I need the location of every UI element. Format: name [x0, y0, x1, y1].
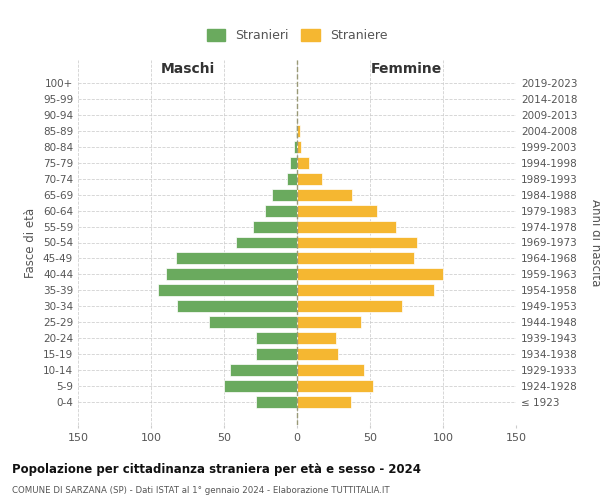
Bar — [265, 204, 297, 216]
Bar — [253, 220, 297, 232]
Bar — [287, 172, 297, 184]
Bar — [224, 380, 297, 392]
Bar — [297, 172, 322, 184]
Text: COMUNE DI SARZANA (SP) - Dati ISTAT al 1° gennaio 2024 - Elaborazione TUTTITALIA: COMUNE DI SARZANA (SP) - Dati ISTAT al 1… — [12, 486, 389, 495]
Bar — [296, 124, 297, 136]
Bar — [166, 268, 297, 280]
Bar — [297, 380, 373, 392]
Y-axis label: Anni di nascita: Anni di nascita — [589, 199, 600, 286]
Bar — [256, 396, 297, 408]
Bar — [297, 364, 364, 376]
Bar — [297, 268, 443, 280]
Legend: Stranieri, Straniere: Stranieri, Straniere — [202, 24, 392, 48]
Text: Maschi: Maschi — [160, 62, 215, 76]
Bar — [297, 252, 414, 264]
Bar — [256, 348, 297, 360]
Bar — [297, 204, 377, 216]
Bar — [236, 236, 297, 248]
Bar — [209, 316, 297, 328]
Bar — [297, 396, 351, 408]
Bar — [230, 364, 297, 376]
Bar — [176, 252, 297, 264]
Bar — [256, 332, 297, 344]
Bar — [158, 284, 297, 296]
Bar — [297, 348, 338, 360]
Text: Femmine: Femmine — [371, 62, 442, 76]
Bar — [297, 220, 396, 232]
Bar — [297, 156, 308, 168]
Bar — [297, 300, 402, 312]
Bar — [297, 236, 417, 248]
Bar — [297, 316, 361, 328]
Bar — [297, 284, 434, 296]
Bar — [290, 156, 297, 168]
Bar — [177, 300, 297, 312]
Bar — [297, 332, 337, 344]
Bar — [294, 140, 297, 152]
Bar — [297, 124, 300, 136]
Bar — [272, 188, 297, 200]
Bar — [297, 140, 301, 152]
Y-axis label: Fasce di età: Fasce di età — [25, 208, 37, 278]
Text: Popolazione per cittadinanza straniera per età e sesso - 2024: Popolazione per cittadinanza straniera p… — [12, 462, 421, 475]
Bar — [297, 188, 352, 200]
